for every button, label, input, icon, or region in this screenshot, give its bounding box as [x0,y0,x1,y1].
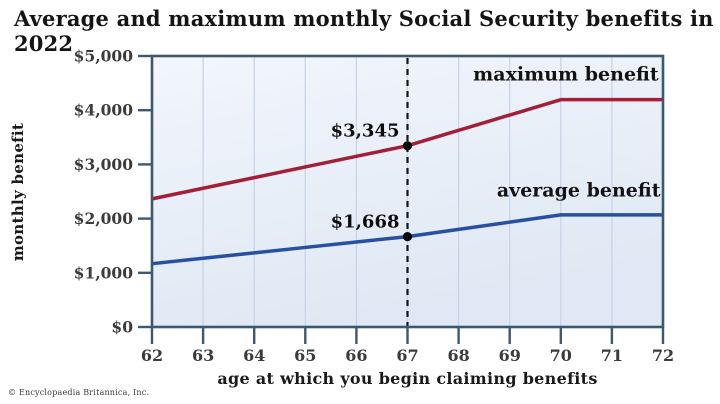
copyright-attribution: © Encyclopaedia Britannica, Inc. [8,388,150,397]
x-tick-label-66: 66 [345,346,367,365]
x-tick-label-63: 63 [192,346,214,365]
x-tick-label-68: 68 [447,346,469,365]
y-tick-label-5000: $5,000 [74,47,134,66]
x-tick-label-67: 67 [396,346,418,365]
x-tick-label-69: 69 [499,346,521,365]
series-label-average-benefit: average benefit [497,180,661,202]
x-tick-label-70: 70 [550,346,572,365]
x-axis-title: age at which you begin claiming benefits [217,369,598,388]
marker-point-maximum-benefit [402,141,413,151]
y-tick-label-3000: $3,000 [74,155,134,174]
y-tick-label-1000: $1,000 [74,263,134,282]
y-tick-label-2000: $2,000 [74,209,134,228]
chart-title: Average and maximum monthly Social Secur… [14,6,714,56]
y-tick-label-4000: $4,000 [74,101,134,120]
x-tick-label-64: 64 [243,346,265,365]
x-tick-label-72: 72 [652,346,674,365]
annotation-average-benefit: $1,668 [331,212,400,233]
annotation-maximum-benefit: $3,345 [331,121,400,142]
y-tick-label-0: $0 [111,318,133,337]
x-tick-label-71: 71 [601,346,623,365]
x-tick-label-65: 65 [294,346,316,365]
x-tick-label-62: 62 [141,346,163,365]
series-label-maximum-benefit: maximum benefit [473,64,659,86]
marker-point-average-benefit [402,231,413,242]
